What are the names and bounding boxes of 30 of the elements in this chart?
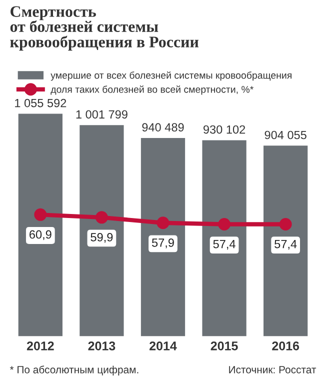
bar <box>202 140 246 336</box>
x-tick-label: 2014 <box>150 341 177 350</box>
data-label: 940 489 <box>142 123 184 132</box>
point <box>218 218 231 230</box>
data-label: 57,4 <box>213 240 236 250</box>
point <box>34 208 47 221</box>
bar <box>80 125 124 336</box>
data-label: 57,4 <box>274 240 297 250</box>
point <box>279 218 292 230</box>
x-tick-label: 2016 <box>272 341 300 350</box>
data-label: 904 055 <box>264 130 306 140</box>
x-tick-label: 2013 <box>88 341 116 350</box>
bar <box>264 146 308 336</box>
data-label: 60,9 <box>30 230 52 240</box>
chart-title: Смертность от болезней системы кровообращения в России <box>10 6 199 51</box>
legend-label: умершие от всех болезней системы кровообращения <box>50 71 292 81</box>
data-label: 1 055 592 <box>15 98 66 108</box>
bar <box>18 114 62 336</box>
text: Источник: Росстат <box>229 366 316 374</box>
x-tick-label: 2015 <box>210 341 238 350</box>
legend-label: доля таких болезней во всей смертности, %* <box>50 86 254 95</box>
bar <box>140 138 186 336</box>
point <box>95 211 108 224</box>
data-label: 1 001 799 <box>76 110 128 119</box>
data-label: 59,9 <box>90 233 113 243</box>
data-label: 930 102 <box>204 125 246 134</box>
point <box>156 216 170 230</box>
data-label: 57,9 <box>152 238 174 248</box>
text: * По абсолютным цифрам. <box>10 366 138 376</box>
x-tick-label: 2012 <box>26 341 54 350</box>
